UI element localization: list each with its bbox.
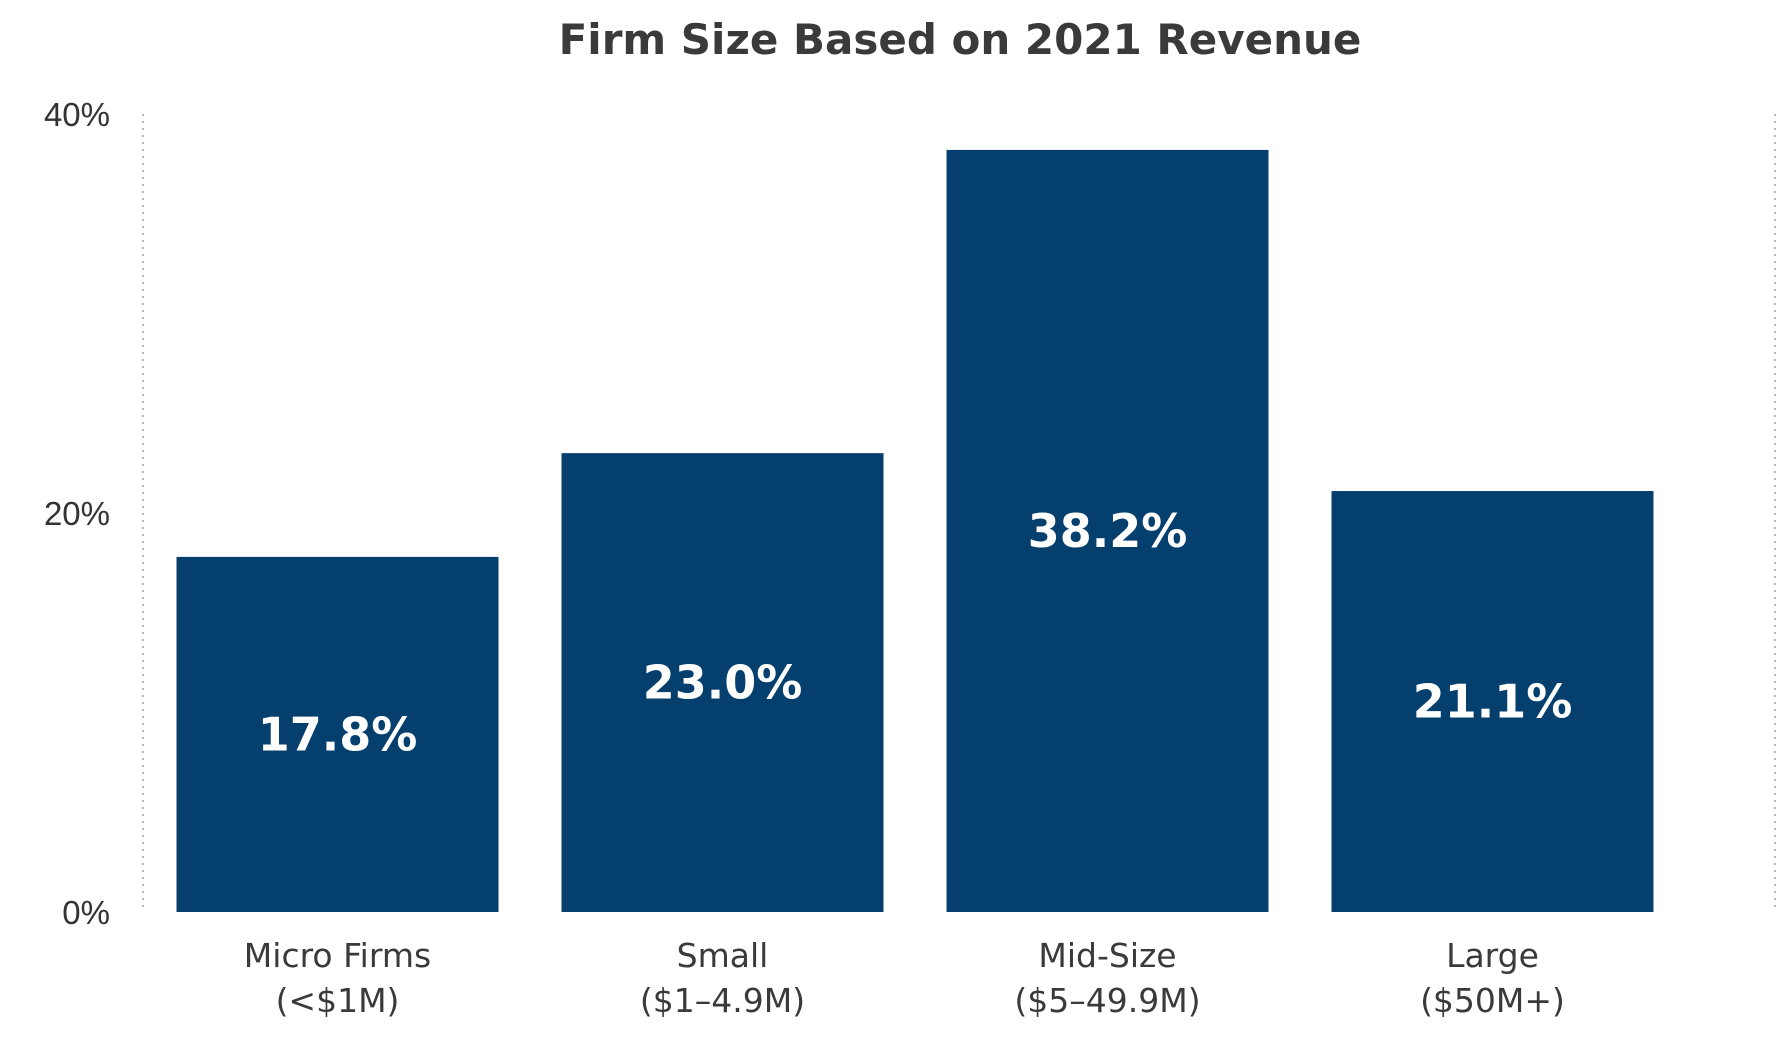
y-tick-label: 40% (44, 96, 110, 133)
bars (176, 149, 1654, 912)
chart-title: Firm Size Based on 2021 Revenue (559, 15, 1362, 64)
category-sublabel: ($5–49.9M) (1014, 981, 1200, 1020)
data-labels: 17.8% 23.0% 38.2% 21.1% (258, 504, 1573, 761)
bar (561, 453, 884, 912)
category-sublabel: ($1–4.9M) (640, 981, 805, 1020)
y-tick-label: 0% (62, 894, 110, 931)
category-label: Small (677, 936, 769, 975)
y-tick-label: 20% (44, 495, 110, 532)
data-label: 38.2% (1028, 504, 1188, 558)
category-sublabel: ($50M+) (1420, 981, 1565, 1020)
data-label: 23.0% (643, 656, 803, 710)
bar (946, 149, 1269, 912)
data-label: 17.8% (258, 707, 418, 761)
data-label: 21.1% (1413, 675, 1573, 729)
category-label: Mid-Size (1038, 936, 1176, 975)
bar (1331, 491, 1654, 912)
bar (176, 556, 499, 912)
category-label: Micro Firms (244, 936, 431, 975)
category-labels: Micro Firms (<$1M) Small ($1–4.9M) Mid-Size (… (244, 936, 1565, 1020)
y-tick-labels: 0% 20% 40% (44, 96, 110, 931)
category-sublabel: (<$1M) (276, 981, 400, 1020)
category-label: Large (1446, 936, 1539, 975)
